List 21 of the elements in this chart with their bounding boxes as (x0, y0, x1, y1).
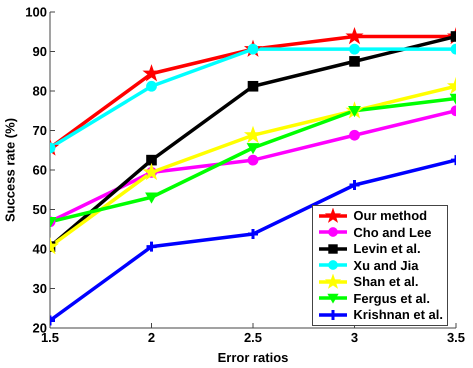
legend-label: Our method (353, 208, 428, 224)
legend-label: Krishnan et al. (353, 307, 443, 322)
y-axis-title: Success rate (%) (2, 118, 18, 222)
y-tick-label: 30 (32, 281, 47, 296)
y-tick-label: 100 (25, 4, 47, 20)
x-tick-label: 2.5 (244, 330, 262, 346)
x-tick-label: 3.5 (446, 330, 466, 346)
y-tick-label: 40 (32, 242, 47, 257)
x-tick-label: 3 (350, 330, 358, 346)
y-tick-label: 50 (32, 202, 47, 218)
legend-label: Fergus et al. (353, 290, 430, 306)
y-tick-label: 70 (32, 123, 47, 138)
legend-label: Shan et al. (353, 274, 418, 290)
x-tick-label: 2 (148, 330, 156, 346)
legend-label: Levin et al. (353, 241, 421, 256)
legend-label: Cho and Lee (353, 224, 432, 240)
y-tick-label: 90 (32, 44, 47, 60)
y-tick-label: 80 (32, 84, 47, 99)
legend-label: Xu and Jia (353, 258, 418, 273)
x-axis-title: Error ratios (218, 350, 288, 365)
y-tick-label: 60 (32, 162, 47, 178)
